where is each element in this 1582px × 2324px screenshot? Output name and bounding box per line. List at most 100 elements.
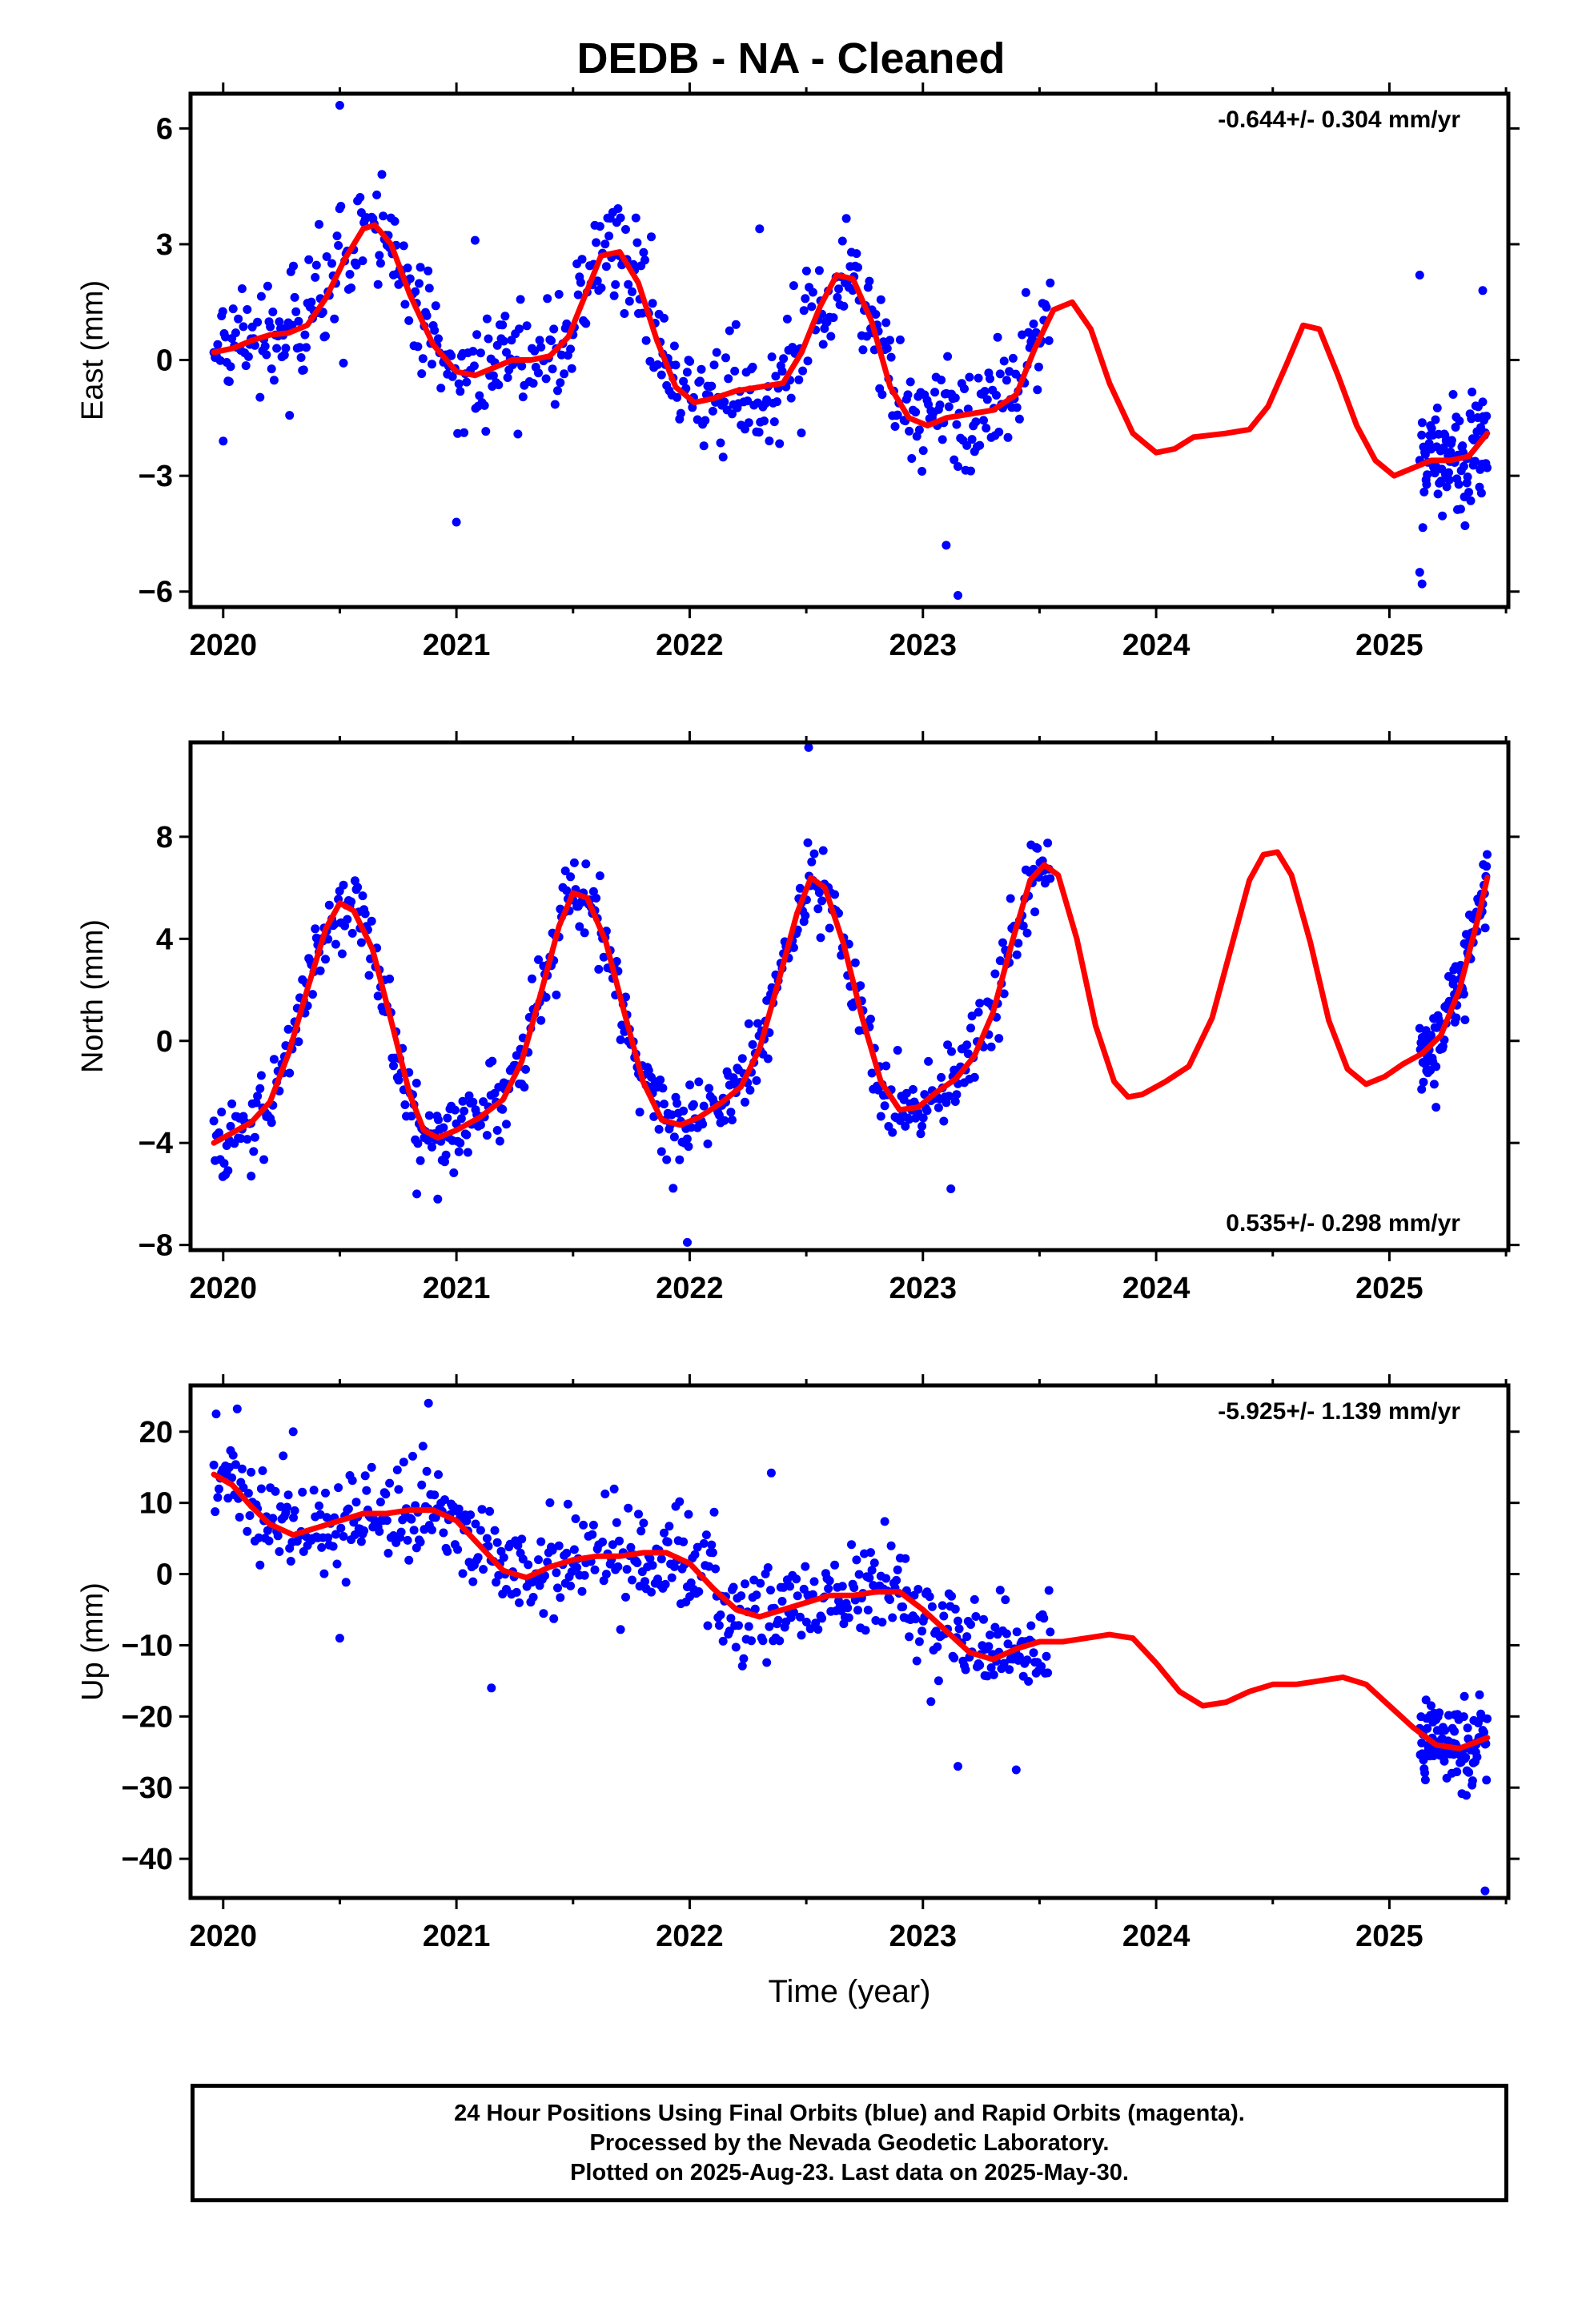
up-data-point: [843, 1603, 853, 1613]
east-data-point: [404, 316, 414, 325]
north-data-point: [439, 1123, 448, 1132]
north-data-point: [223, 1166, 233, 1176]
up-data-point: [243, 1489, 253, 1498]
east-data-point: [541, 374, 551, 384]
north-data-point: [729, 1073, 738, 1083]
north-data-point: [669, 1132, 679, 1142]
east-data-point: [516, 295, 525, 304]
east-data-point: [709, 360, 719, 370]
north-data-point: [283, 1024, 293, 1034]
east-data-point: [454, 379, 464, 388]
east-data-point: [475, 391, 484, 400]
east-data-point: [302, 343, 311, 352]
north-data-point: [694, 1077, 704, 1087]
east-data-point: [1029, 320, 1038, 328]
north-data-point: [998, 938, 1007, 947]
east-data-point: [213, 340, 223, 349]
up-data-point: [961, 1665, 970, 1675]
up-data-point: [927, 1602, 937, 1611]
east-data-point: [979, 416, 988, 425]
north-data-point: [339, 880, 348, 890]
up-data-point: [569, 1545, 579, 1554]
north-data-point: [830, 890, 840, 899]
east-data-point: [377, 170, 387, 179]
east-data-point: [469, 361, 479, 371]
up-data-point: [518, 1554, 528, 1564]
east-data-point: [601, 262, 611, 271]
north-data-point: [552, 990, 561, 999]
north-data-point: [763, 1054, 773, 1063]
up-data-point: [684, 1510, 693, 1519]
north-data-point: [413, 1139, 423, 1148]
east-data-point: [576, 278, 585, 287]
up-data-point: [540, 1571, 549, 1581]
east-data-point: [1482, 412, 1492, 421]
up-data-point: [290, 1506, 299, 1515]
east-data-point: [628, 287, 636, 296]
east-data-point: [718, 452, 728, 462]
east-outlier-point: [1417, 579, 1427, 589]
up-data-point: [572, 1562, 582, 1572]
north-data-point: [679, 1106, 689, 1116]
east-data-point: [786, 393, 796, 403]
up-y-tick-label: 0: [156, 1558, 173, 1592]
north-data-point: [311, 924, 320, 934]
east-data-point: [699, 441, 709, 451]
east-data-point: [592, 238, 601, 247]
north-data-point: [880, 1101, 889, 1111]
east-data-point: [517, 361, 527, 371]
up-data-point: [512, 1587, 521, 1597]
east-data-point: [871, 310, 881, 319]
east-x-tick-label: 2022: [656, 629, 724, 662]
east-data-point: [1444, 475, 1454, 485]
up-data-point: [1460, 1691, 1469, 1701]
east-y-axis-label: East (mm): [76, 280, 110, 420]
east-data-point: [950, 393, 960, 403]
north-data-point: [813, 904, 823, 914]
north-data-point: [675, 1155, 685, 1164]
up-data-point: [273, 1531, 283, 1541]
up-data-point: [645, 1554, 655, 1563]
north-data-point: [356, 938, 366, 947]
east-data-point: [434, 334, 443, 344]
up-data-point: [492, 1538, 502, 1547]
north-data-point: [488, 1056, 497, 1066]
up-data-point: [1483, 1714, 1492, 1723]
east-data-point: [272, 344, 282, 353]
up-data-point: [962, 1632, 972, 1642]
up-data-point: [849, 1583, 859, 1593]
up-data-point: [360, 1471, 370, 1481]
north-data-point: [893, 1046, 902, 1055]
north-data-point: [744, 1019, 753, 1028]
east-data-point: [1476, 489, 1486, 498]
up-data-point: [434, 1470, 443, 1479]
up-data-point: [258, 1466, 267, 1475]
east-rate-label: -0.644+/- 0.304 mm/yr: [1218, 107, 1460, 133]
up-data-point: [1482, 1775, 1492, 1785]
up-data-point: [1022, 1655, 1032, 1665]
up-data-point: [888, 1613, 897, 1622]
east-data-point: [339, 358, 348, 368]
east-data-point: [708, 406, 717, 416]
up-data-point: [808, 1590, 817, 1599]
east-data-point: [289, 261, 298, 271]
east-data-point: [400, 300, 410, 309]
east-data-point: [1417, 418, 1427, 428]
east-data-point: [1418, 523, 1427, 533]
north-data-point: [752, 1076, 761, 1085]
up-data-point: [716, 1610, 725, 1619]
up-data-point: [661, 1579, 670, 1589]
up-data-point: [237, 1464, 247, 1474]
east-data-point: [1463, 472, 1472, 481]
up-data-point: [398, 1515, 408, 1525]
north-data-point: [876, 1112, 885, 1121]
up-data-point: [766, 1586, 775, 1595]
up-data-point: [795, 1612, 805, 1622]
up-data-point: [1042, 1651, 1051, 1661]
north-data-point: [463, 1148, 472, 1157]
east-data-point: [876, 295, 885, 304]
up-plot-area: [209, 1398, 1492, 1896]
east-data-point: [905, 426, 914, 436]
east-data-point: [1439, 443, 1448, 452]
up-data-point: [1468, 1776, 1477, 1786]
